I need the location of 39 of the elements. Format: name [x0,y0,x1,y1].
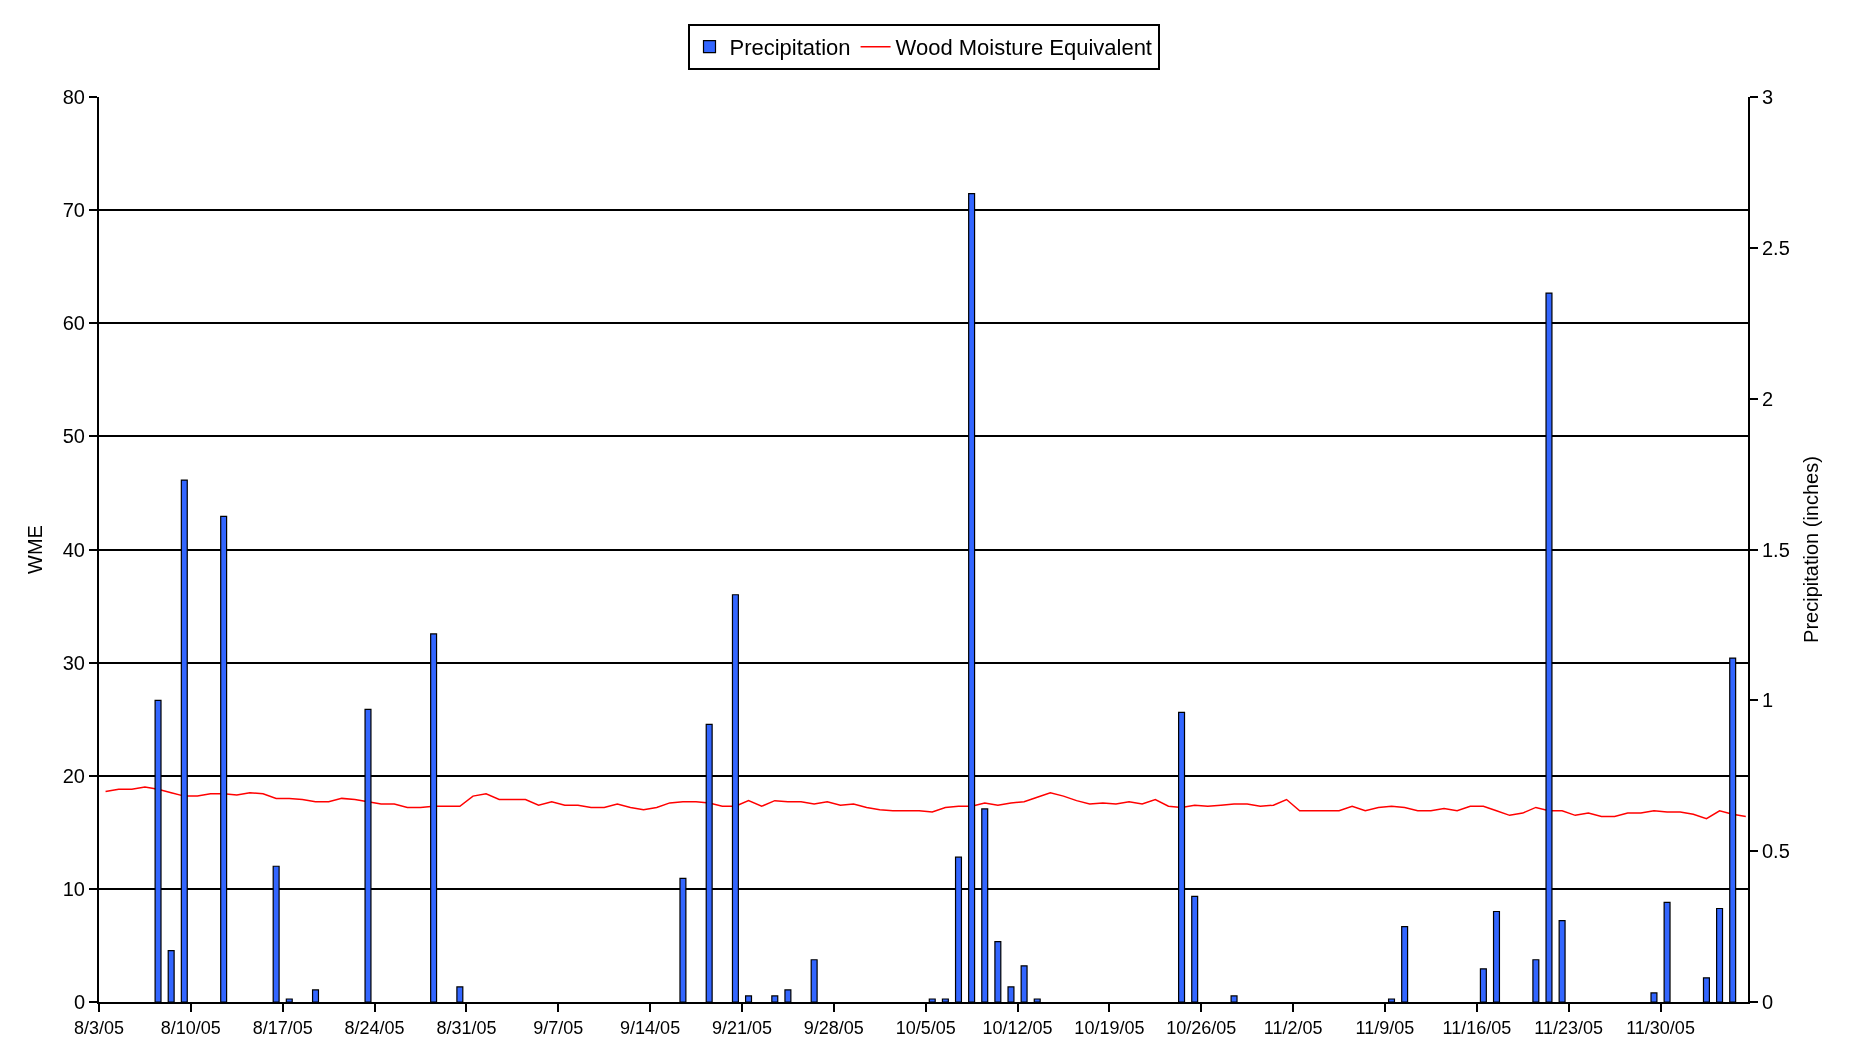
y-tick-label: 10 [62,877,85,900]
y-tick-label: 40 [62,538,85,561]
line-series [104,786,1747,820]
y-tick-label: 30 [62,651,85,674]
x-tick-label: 8/31/05 [436,1017,497,1038]
y2-tick-label: 1 [1762,689,1774,712]
y-tick-label: 60 [62,312,85,335]
x-tick-label: 11/30/05 [1626,1017,1695,1038]
y-axis-title: WME [23,525,46,574]
x-tick-label: 10/19/05 [1074,1017,1145,1038]
x-tick-label: 11/2/05 [1263,1017,1323,1038]
x-tick-label: 9/28/05 [803,1017,864,1038]
x-tick-label: 9/7/05 [533,1017,584,1038]
x-tick-label: 10/12/05 [982,1017,1053,1038]
x-tick-label: 9/21/05 [711,1017,773,1038]
x-tick-label: 8/3/05 [73,1017,125,1038]
y-tick-label: 50 [62,425,85,448]
x-tick-label: 11/16/05 [1442,1017,1512,1038]
y2-tick-label: 3 [1762,86,1774,108]
x-tick-label: 8/24/05 [344,1017,405,1038]
legend-label: Precipitation [729,35,851,61]
y2-tick-label: 2 [1762,387,1774,410]
y-tick-label: 20 [62,764,85,787]
y2-tick-label: 0 [1762,991,1774,1013]
legend-label: Wood Moisture Equivalent [895,35,1152,61]
y2-tick-label: 1.5 [1762,538,1790,561]
x-tick-label: 9/14/05 [620,1017,681,1038]
x-tick-label: 10/26/05 [1166,1017,1237,1038]
y2-tick-label: 0.5 [1762,840,1790,863]
x-tick-label: 8/17/05 [252,1017,313,1038]
x-tick-label: 11/23/05 [1534,1017,1604,1038]
x-tick-label: 10/5/05 [895,1017,956,1038]
y-tick-label: 70 [62,199,85,222]
x-tick-label: 11/9/05 [1355,1017,1415,1038]
y-tick-label: 80 [62,86,85,108]
y2-axis-title: Precipitation (inches) [1799,456,1822,643]
y-tick-label: 0 [73,991,85,1013]
x-tick-label: 8/10/05 [160,1017,221,1038]
y2-tick-label: 2.5 [1762,236,1790,259]
